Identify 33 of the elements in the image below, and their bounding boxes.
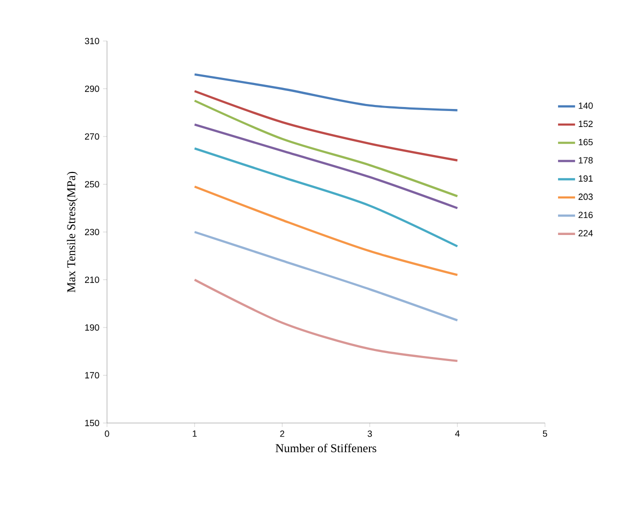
y-axis-title: Max Tensile Stress(MPa) xyxy=(66,172,78,292)
line-series xyxy=(194,100,458,198)
x-tick-label: 3 xyxy=(368,430,372,437)
legend-label: 203 xyxy=(578,194,593,200)
y-tick-label: 210 xyxy=(84,276,100,283)
y-tick-label: 190 xyxy=(85,324,100,331)
x-tick-label: 1 xyxy=(192,430,197,437)
legend-label: 152 xyxy=(578,120,593,128)
x-tick-label: 4 xyxy=(455,430,460,437)
legend-label: 216 xyxy=(578,212,593,218)
line-series xyxy=(194,90,458,162)
legend-label: 224 xyxy=(578,230,593,236)
y-tick-label: 170 xyxy=(85,372,100,378)
legend-label: 140 xyxy=(578,102,593,109)
x-axis-title: Number of Stiffeners xyxy=(276,444,376,452)
x-tick-label: 0 xyxy=(104,430,110,437)
line-series xyxy=(194,73,458,112)
line-series xyxy=(194,278,458,362)
y-tick-label: 290 xyxy=(84,86,100,92)
line-series xyxy=(194,123,458,210)
y-tick-label: 250 xyxy=(84,181,100,188)
legend-label: 165 xyxy=(578,138,593,146)
line-series xyxy=(194,186,458,276)
x-tick-label: 2 xyxy=(280,430,284,437)
y-tick-label: 270 xyxy=(84,133,100,140)
line-series xyxy=(194,230,458,322)
legend-label: 191 xyxy=(578,175,593,182)
line-series xyxy=(194,147,458,248)
y-tick-label: 150 xyxy=(85,420,100,426)
legend-label: 178 xyxy=(578,157,593,164)
y-tick-label: 310 xyxy=(84,38,100,44)
y-tick-label: 230 xyxy=(84,228,100,236)
x-tick-label: 5 xyxy=(542,430,548,437)
